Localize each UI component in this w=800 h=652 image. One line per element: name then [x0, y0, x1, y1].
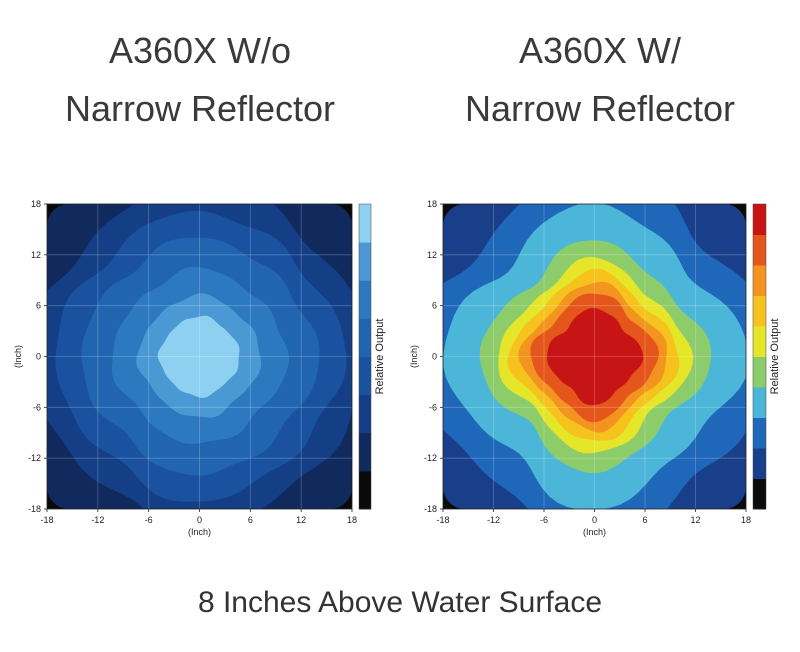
right-x-tick-label: -12: [487, 515, 500, 525]
right-colorbar-label: Relative Output: [769, 319, 781, 395]
right-x-tick-label: 12: [690, 515, 700, 525]
left-title-line1: A360X W/o: [108, 30, 292, 71]
left-y-tick-label: 18: [31, 199, 41, 209]
right-colorbar-segment: [753, 234, 766, 266]
left-x-tick-label: -18: [40, 515, 53, 525]
left-colorbar-segment: [359, 280, 371, 319]
left-y-tick-label: -18: [28, 504, 41, 514]
left-x-tick-label: 12: [296, 515, 306, 525]
figure-caption: 8 Inches Above Water Surface: [197, 586, 603, 619]
left-colorbar-segment: [359, 356, 371, 396]
left-heatmap-chart: -18-18 -12 -12 -6 -6 0 0 6 6 12 12 18 18 (Inch) (Inch)…: [13, 199, 386, 537]
right-colorbar-segment: [753, 204, 766, 235]
left-colorbar-frame: [358, 203, 372, 510]
right-y-tick-label: 0: [432, 352, 437, 362]
right-plot-area: [443, 204, 746, 509]
right-x-tick-label: 18: [741, 515, 751, 525]
right-colorbar-segment: [753, 265, 766, 296]
left-y-axis-label: (Inch): [13, 345, 23, 368]
right-colorbar-frame: [752, 203, 767, 510]
left-x-tick-label: 0: [197, 515, 202, 525]
left-x-axis-label: (Inch): [188, 527, 211, 537]
left-colorbar-label: Relative Output: [374, 319, 386, 395]
left-y-tick-label: 12: [31, 250, 41, 260]
left-contour-level-7: [157, 315, 240, 398]
left-y-tick-label: -6: [33, 402, 41, 412]
right-y-tick-label: -18: [424, 504, 437, 514]
left-colorbar-segment: [359, 394, 371, 434]
right-colorbar-segment: [753, 326, 766, 357]
left-colorbar-segment: [359, 470, 371, 510]
right-x-tick-label: -6: [540, 515, 548, 525]
right-x-tick-label: -18: [436, 515, 449, 525]
right-title-line1: A360X W/: [518, 30, 682, 71]
right-colorbar-segment: [753, 295, 766, 327]
right-x-tick-label: 6: [642, 515, 647, 525]
right-colorbar-segment: [753, 387, 766, 418]
right-colorbar-segment: [753, 356, 766, 388]
left-x-tick-label: -6: [145, 515, 153, 525]
left-y-tick-label: 0: [36, 352, 41, 362]
right-colorbar-segment: [753, 448, 766, 479]
right-colorbar-segment: [753, 478, 766, 510]
right-x-axis-label: (Inch): [583, 527, 606, 537]
left-title-line2: Narrow Reflector: [64, 88, 336, 129]
left-y-tick-label: 6: [36, 301, 41, 311]
left-colorbar-segment: [359, 318, 371, 357]
left-plot-area: [47, 204, 352, 509]
left-y-tick-label: -12: [28, 453, 41, 463]
left-chart-title: A360X W/o Narrow Reflector: [0, 22, 400, 138]
right-x-tick-label: 0: [592, 515, 597, 525]
right-heatmap-chart: -18-18 -12 -12 -6 -6 0 0 6 6 12 12 18 18 (Inch) (Inch)…: [409, 199, 781, 537]
right-y-tick-label: 6: [432, 301, 437, 311]
right-y-axis-label: (Inch): [409, 345, 419, 368]
right-chart-title: A360X W/ Narrow Reflector: [400, 22, 800, 138]
left-x-tick-label: 6: [248, 515, 253, 525]
right-y-tick-label: 18: [427, 199, 437, 209]
right-contour-level-9: [547, 308, 644, 406]
left-colorbar-segment: [359, 204, 371, 243]
right-y-tick-label: -6: [429, 402, 437, 412]
right-colorbar-segment: [753, 417, 766, 449]
right-title-line2: Narrow Reflector: [464, 88, 736, 129]
left-x-tick-label: 18: [347, 515, 357, 525]
right-y-tick-label: 12: [427, 250, 437, 260]
left-colorbar-segment: [359, 432, 371, 472]
left-x-tick-label: -12: [91, 515, 104, 525]
left-colorbar-segment: [359, 242, 371, 281]
right-y-tick-label: -12: [424, 453, 437, 463]
